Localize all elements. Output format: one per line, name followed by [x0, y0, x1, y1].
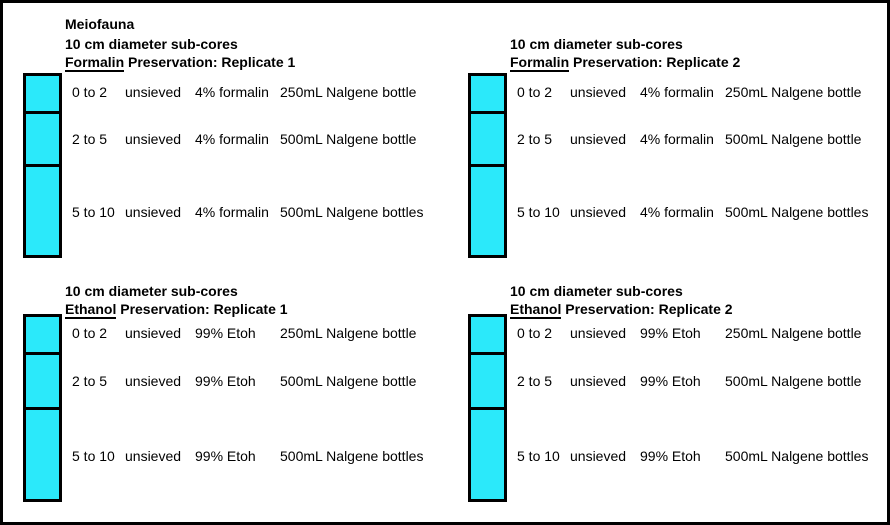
container-type: 250mL Nalgene bottle: [280, 325, 417, 341]
preservation-method-label: Formalin: [65, 54, 125, 72]
core-segment-2-5: [471, 111, 504, 164]
core-segment-5-10: [26, 407, 59, 499]
depth-range: 2 to 5: [517, 131, 553, 147]
depth-range: 5 to 10: [517, 448, 560, 464]
depth-range: 5 to 10: [517, 204, 560, 220]
sample-row: 5 to 10 unsieved 99% Etoh 500mL Nalgene …: [517, 448, 868, 464]
sediment-core-diagram: [23, 314, 62, 502]
sample-row: 2 to 5 unsieved 4% formalin 500mL Nalgen…: [72, 131, 416, 147]
panel-formalin-replicate-1: Meiofauna 10 cm diameter sub-cores Forma…: [3, 3, 443, 258]
preservative: 4% formalin: [640, 131, 714, 147]
sieve-status: unsieved: [125, 373, 182, 389]
preservative: 4% formalin: [195, 84, 269, 100]
preservative: 4% formalin: [195, 131, 269, 147]
panel-ethanol-replicate-2: 10 cm diameter sub-cores Ethanol Preserv…: [448, 244, 887, 502]
container-type: 500mL Nalgene bottle: [725, 373, 862, 389]
sample-row: 2 to 5 unsieved 99% Etoh 500mL Nalgene b…: [517, 373, 861, 389]
sediment-core-diagram: [468, 73, 507, 258]
subcore-subtitle: 10 cm diameter sub-cores: [510, 36, 683, 52]
sample-row: 2 to 5 unsieved 99% Etoh 500mL Nalgene b…: [72, 373, 416, 389]
depth-range: 0 to 2: [517, 84, 553, 100]
core-segment-5-10: [471, 164, 504, 255]
depth-range: 5 to 10: [72, 204, 115, 220]
sieve-status: unsieved: [570, 373, 627, 389]
depth-range: 0 to 2: [72, 325, 108, 341]
subcore-subtitle: 10 cm diameter sub-cores: [510, 283, 683, 299]
preservation-replicate-label: Preservation: Replicate 1: [116, 301, 288, 317]
core-segment-2-5: [471, 352, 504, 407]
sample-row: 5 to 10 unsieved 4% formalin 500mL Nalge…: [72, 204, 423, 220]
container-type: 500mL Nalgene bottle: [280, 131, 417, 147]
preservation-replicate-label: Preservation: Replicate 1: [124, 54, 296, 70]
preservative: 4% formalin: [195, 204, 269, 220]
container-type: 500mL Nalgene bottles: [280, 448, 424, 464]
sieve-status: unsieved: [570, 448, 627, 464]
panel-ethanol-replicate-1: 10 cm diameter sub-cores Ethanol Preserv…: [3, 244, 443, 502]
sample-row: 0 to 2 unsieved 99% Etoh 250mL Nalgene b…: [72, 325, 416, 341]
preservation-heading: Formalin Preservation: Replicate 1: [65, 53, 296, 72]
sample-row: 5 to 10 unsieved 4% formalin 500mL Nalge…: [517, 204, 868, 220]
sieve-status: unsieved: [125, 84, 182, 100]
container-type: 500mL Nalgene bottles: [725, 448, 869, 464]
sieve-status: unsieved: [570, 204, 627, 220]
core-segment-5-10: [26, 164, 59, 255]
preservation-method-label: Ethanol: [510, 301, 562, 319]
preservative: 4% formalin: [640, 84, 714, 100]
sieve-status: unsieved: [570, 84, 627, 100]
sample-row: 0 to 2 unsieved 4% formalin 250mL Nalgen…: [72, 84, 416, 100]
sediment-core-diagram: [23, 73, 62, 258]
container-type: 500mL Nalgene bottles: [725, 204, 869, 220]
sieve-status: unsieved: [125, 131, 182, 147]
sample-row: 5 to 10 unsieved 99% Etoh 500mL Nalgene …: [72, 448, 423, 464]
preservation-method-label: Ethanol: [65, 301, 117, 319]
depth-range: 2 to 5: [72, 131, 108, 147]
preservation-method-label: Formalin: [510, 54, 570, 72]
core-segment-5-10: [471, 407, 504, 499]
container-type: 500mL Nalgene bottle: [725, 131, 862, 147]
depth-range: 0 to 2: [517, 325, 553, 341]
core-segment-0-2: [26, 76, 59, 111]
sieve-status: unsieved: [570, 325, 627, 341]
sample-row: 0 to 2 unsieved 99% Etoh 250mL Nalgene b…: [517, 325, 861, 341]
sieve-status: unsieved: [570, 131, 627, 147]
sample-row: 2 to 5 unsieved 4% formalin 500mL Nalgen…: [517, 131, 861, 147]
sieve-status: unsieved: [125, 204, 182, 220]
sample-row: 0 to 2 unsieved 4% formalin 250mL Nalgen…: [517, 84, 861, 100]
figure-title: Meiofauna: [65, 16, 135, 32]
preservative: 4% formalin: [640, 204, 714, 220]
preservation-heading: Ethanol Preservation: Replicate 1: [65, 300, 288, 319]
preservative: 99% Etoh: [640, 373, 701, 389]
preservative: 99% Etoh: [640, 448, 701, 464]
container-type: 500mL Nalgene bottles: [280, 204, 424, 220]
subcore-subtitle: 10 cm diameter sub-cores: [65, 36, 238, 52]
depth-range: 0 to 2: [72, 84, 108, 100]
core-segment-0-2: [26, 317, 59, 352]
core-segment-2-5: [26, 352, 59, 407]
preservation-heading: Ethanol Preservation: Replicate 2: [510, 300, 733, 319]
core-segment-0-2: [471, 76, 504, 111]
preservation-replicate-label: Preservation: Replicate 2: [561, 301, 733, 317]
preservative: 99% Etoh: [195, 373, 256, 389]
sediment-core-diagram: [468, 314, 507, 502]
preservation-replicate-label: Preservation: Replicate 2: [569, 54, 741, 70]
container-type: 500mL Nalgene bottle: [280, 373, 417, 389]
panel-formalin-replicate-2: 10 cm diameter sub-cores Formalin Preser…: [448, 3, 887, 258]
container-type: 250mL Nalgene bottle: [280, 84, 417, 100]
preservative: 99% Etoh: [640, 325, 701, 341]
container-type: 250mL Nalgene bottle: [725, 325, 862, 341]
sieve-status: unsieved: [125, 325, 182, 341]
depth-range: 2 to 5: [517, 373, 553, 389]
subcore-subtitle: 10 cm diameter sub-cores: [65, 283, 238, 299]
depth-range: 2 to 5: [72, 373, 108, 389]
core-segment-0-2: [471, 317, 504, 352]
preservative: 99% Etoh: [195, 325, 256, 341]
depth-range: 5 to 10: [72, 448, 115, 464]
container-type: 250mL Nalgene bottle: [725, 84, 862, 100]
preservation-heading: Formalin Preservation: Replicate 2: [510, 53, 741, 72]
sieve-status: unsieved: [125, 448, 182, 464]
preservative: 99% Etoh: [195, 448, 256, 464]
core-segment-2-5: [26, 111, 59, 164]
